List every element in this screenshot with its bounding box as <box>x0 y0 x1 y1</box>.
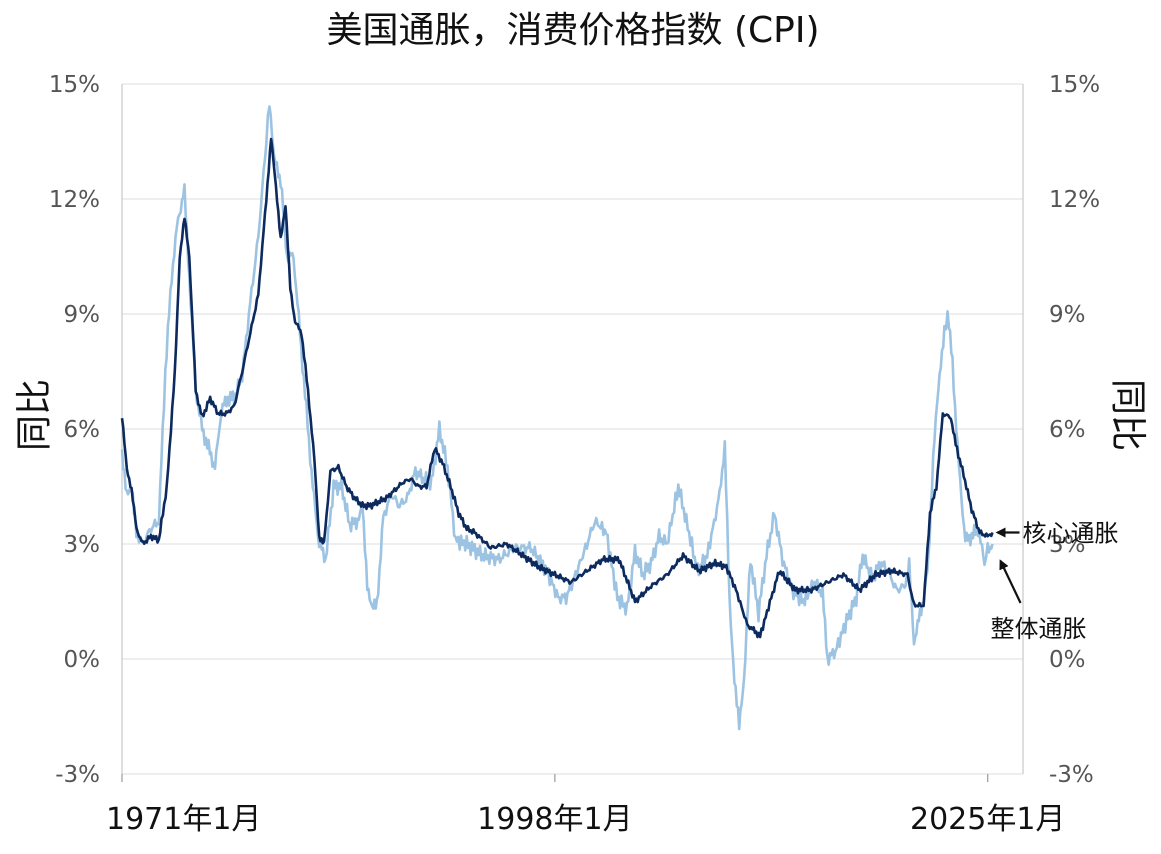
y-ticks-right: -3% 0% 3% 6% 9% 12% 15% <box>1049 72 1100 788</box>
y-tick-label-left: 9% <box>64 302 101 328</box>
chart-title: 美国通胀，消费价格指数 (CPI) <box>327 10 820 51</box>
y-tick-label-left: 15% <box>49 72 100 98</box>
x-tick-label: 2025年1月 <box>910 802 1065 837</box>
y-tick-label-left: 0% <box>64 647 101 673</box>
y-tick-label-left: -3% <box>55 762 100 788</box>
series-line-core <box>120 137 994 639</box>
y-axis-label-right: 同比 <box>1107 379 1148 451</box>
x-ticks: 1971年1月 1998年1月 2025年1月 <box>106 774 1065 837</box>
y-tick-label-right: 6% <box>1049 417 1086 443</box>
y-tick-label-right: 15% <box>1049 72 1100 98</box>
y-ticks-left: -3% 0% 3% 6% 9% 12% 15% <box>49 72 100 788</box>
series-lines <box>120 105 994 731</box>
series-line-headline <box>120 105 994 731</box>
y-tick-label-right: 12% <box>1049 187 1100 213</box>
y-tick-label-right: 9% <box>1049 302 1086 328</box>
core-annotation-label: 核心通胀 <box>1023 520 1119 548</box>
y-tick-label-right: -3% <box>1049 762 1094 788</box>
y-tick-label-left: 12% <box>49 187 100 213</box>
y-axis-label-left: 同比 <box>14 379 55 451</box>
x-tick-label: 1998年1月 <box>477 802 632 837</box>
y-tick-label-right: 0% <box>1049 647 1086 673</box>
y-tick-label-left: 3% <box>64 532 101 558</box>
y-tick-label-right: 3% <box>1049 532 1086 558</box>
headline-annotation-label: 整体通胀 <box>991 615 1087 643</box>
grid-lines <box>122 83 1023 775</box>
axes <box>121 84 1024 774</box>
x-tick-label: 1971年1月 <box>106 802 261 837</box>
headline-annotation-arrow <box>999 559 1022 604</box>
y-tick-label-left: 6% <box>64 417 101 443</box>
